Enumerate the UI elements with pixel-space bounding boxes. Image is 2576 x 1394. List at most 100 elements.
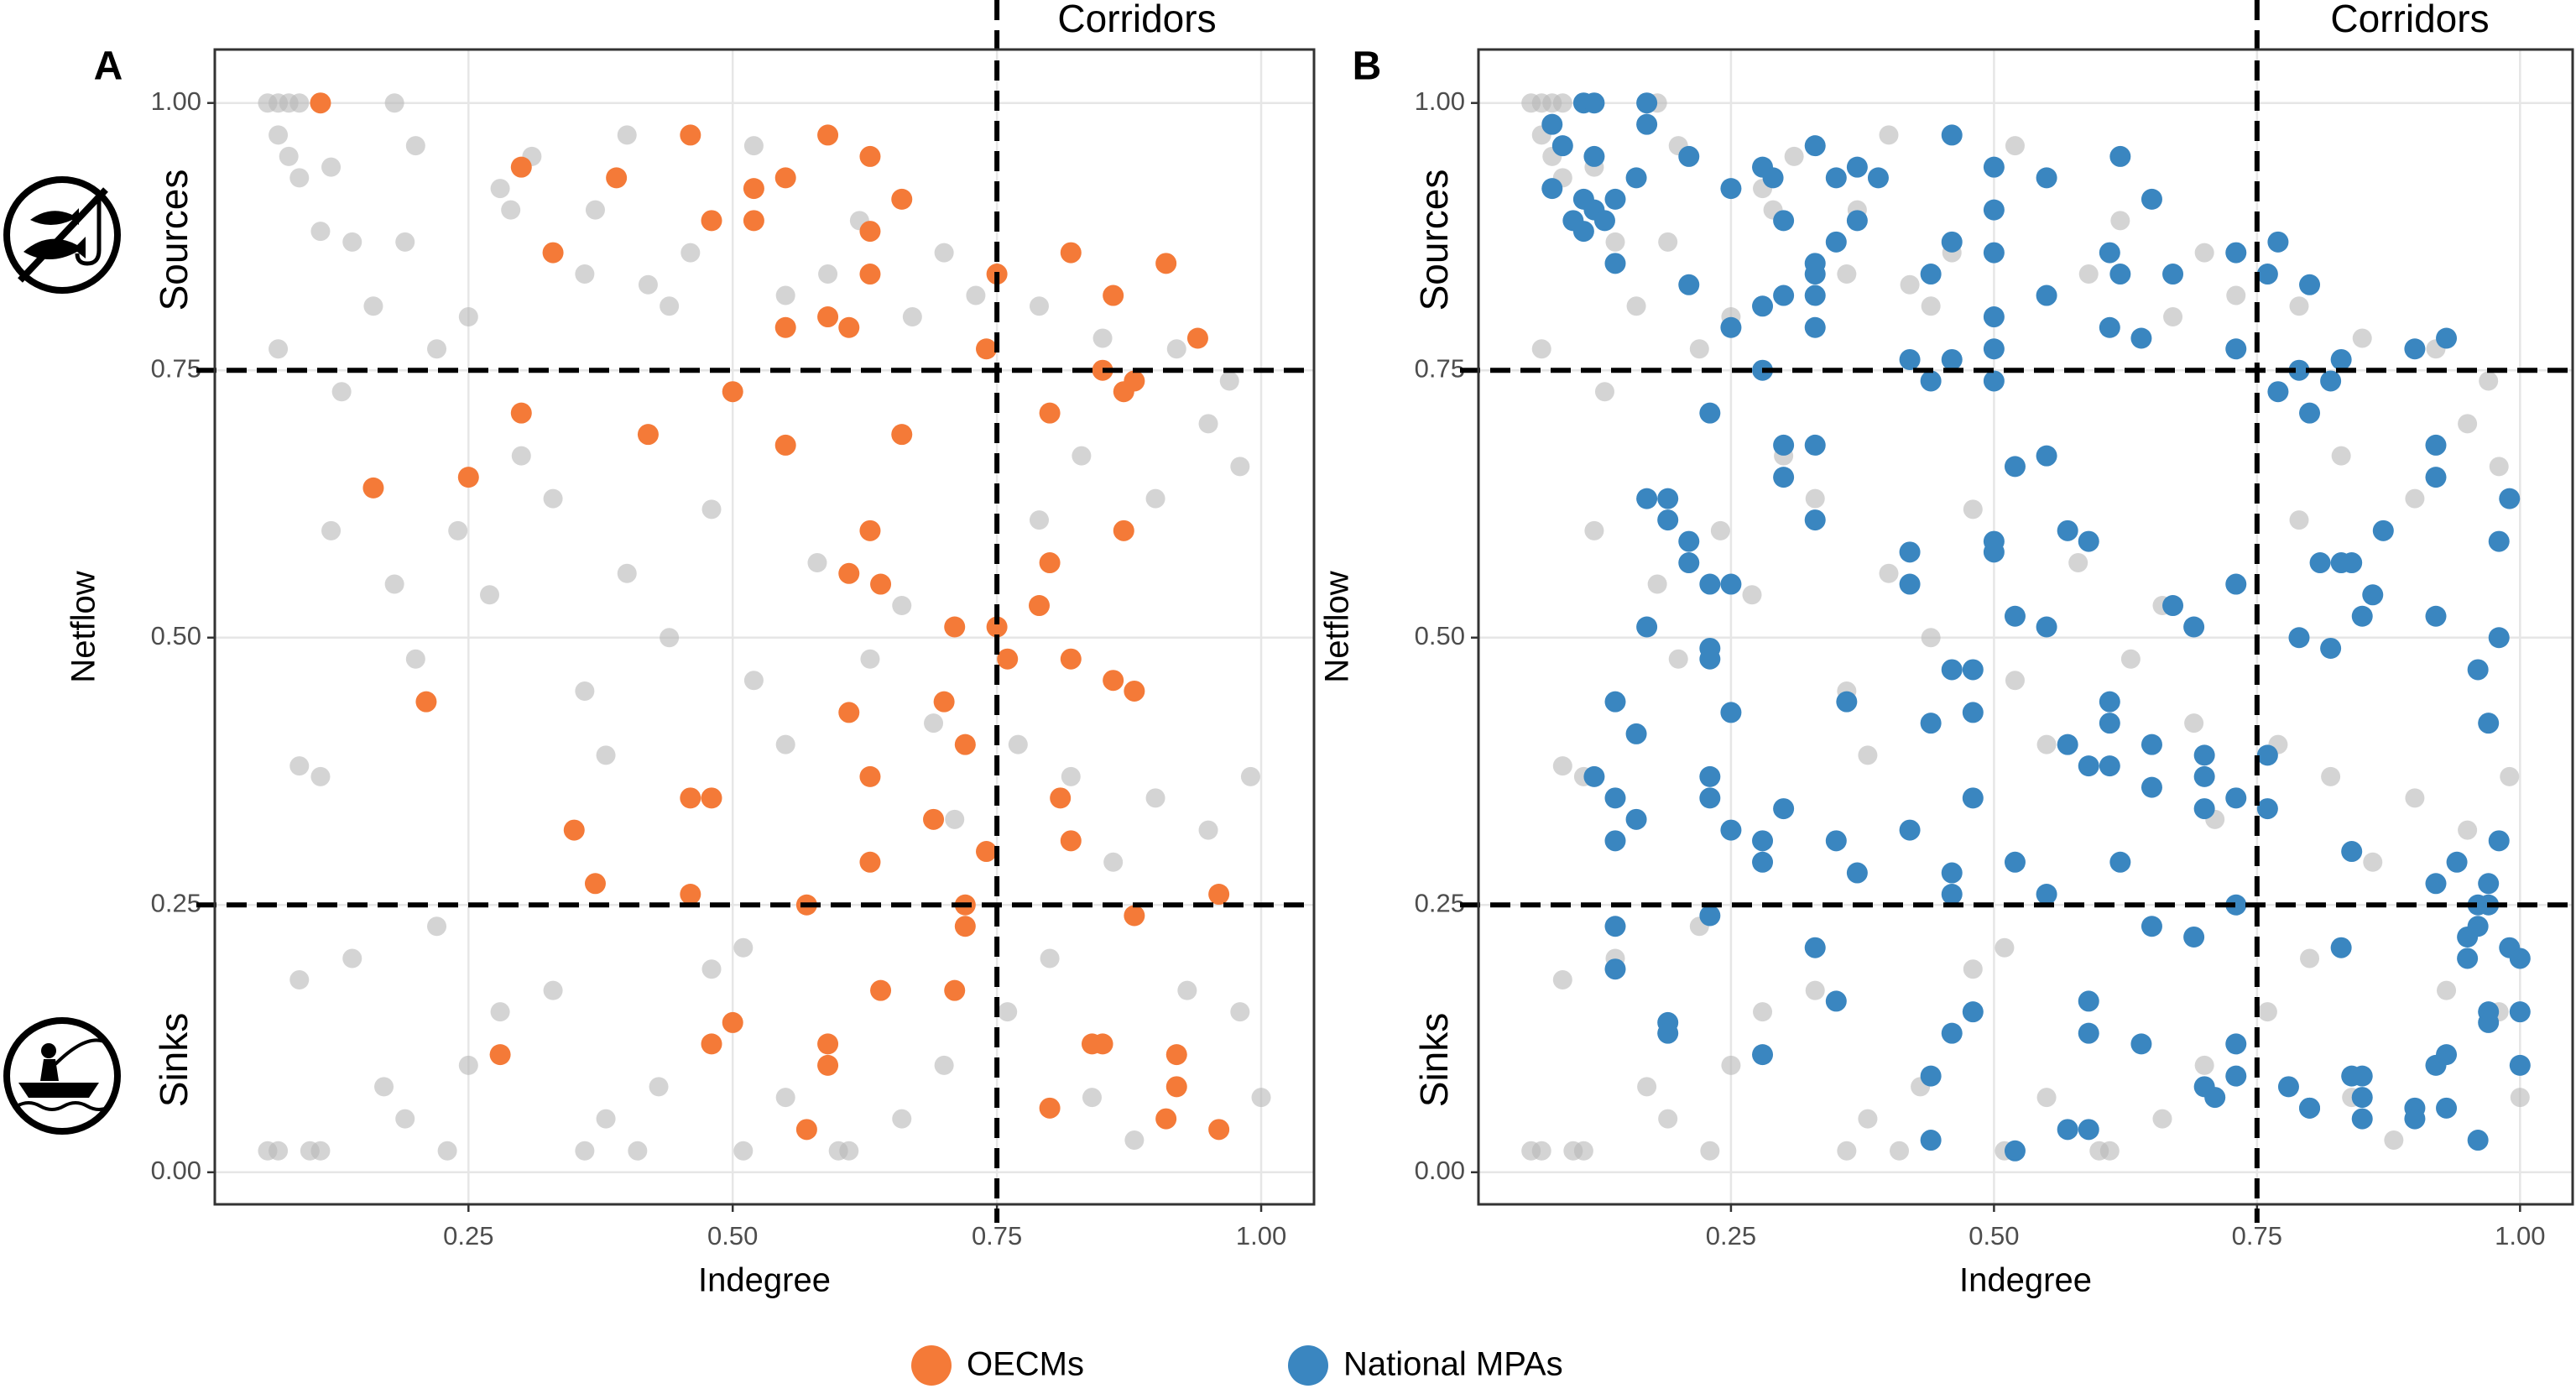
background-point	[2458, 820, 2478, 840]
point	[1625, 167, 1647, 189]
point	[722, 1011, 743, 1033]
point	[1060, 648, 1082, 670]
source-label: Sources	[1412, 170, 1456, 311]
background-point	[511, 446, 531, 466]
point	[2193, 765, 2215, 787]
point	[1752, 1044, 1774, 1066]
background-point	[2363, 852, 2383, 872]
no-fishing-icon	[3, 176, 121, 294]
point	[722, 381, 743, 403]
point	[2478, 713, 2500, 734]
background-point	[501, 200, 521, 220]
background-point	[1837, 1141, 1857, 1161]
point	[1804, 135, 1826, 157]
background-point	[733, 1141, 754, 1161]
point	[1752, 295, 1774, 317]
background-point	[701, 959, 722, 979]
background-point	[1900, 274, 1920, 295]
background-point	[405, 136, 425, 156]
point	[2425, 605, 2447, 627]
point	[1124, 370, 1145, 392]
point	[1720, 573, 1742, 595]
point	[891, 424, 913, 446]
point	[2036, 445, 2057, 467]
point	[1541, 178, 1563, 200]
point	[838, 702, 860, 723]
point	[1962, 1001, 1984, 1023]
point	[1941, 231, 1963, 253]
background-point	[1784, 146, 1804, 166]
background-point	[1166, 339, 1186, 359]
point	[2225, 338, 2247, 360]
point	[2078, 990, 2099, 1012]
background-point	[1092, 328, 1113, 348]
point	[2404, 1108, 2426, 1130]
background-point	[860, 649, 880, 669]
point	[2109, 145, 2131, 167]
point	[2057, 1119, 2078, 1141]
point	[1941, 124, 1963, 146]
background-point	[1742, 585, 1762, 605]
point	[933, 691, 955, 713]
point	[2425, 434, 2447, 456]
point	[2509, 1054, 2531, 1076]
point	[2288, 627, 2310, 649]
point	[310, 92, 331, 114]
background-point	[1710, 520, 1730, 540]
background-point	[374, 1077, 394, 1097]
background-point	[2510, 1088, 2530, 1108]
point	[1636, 113, 1658, 135]
background-point	[1531, 339, 1551, 359]
point	[2341, 841, 2363, 863]
point	[774, 316, 796, 338]
background-point	[1008, 734, 1028, 754]
background-point	[427, 916, 447, 937]
point	[1804, 285, 1826, 306]
point	[2225, 573, 2247, 595]
x-tick-label: 0.25	[1706, 1221, 1756, 1250]
point	[1983, 306, 2005, 328]
legend-label: National MPAs	[1343, 1346, 1563, 1383]
point	[859, 264, 881, 285]
y-tick-label: 0.50	[151, 621, 201, 650]
background-point	[892, 1109, 912, 1129]
point	[1804, 434, 1826, 456]
point	[1983, 242, 2005, 264]
point	[2299, 1097, 2321, 1119]
background-point	[321, 157, 342, 177]
point	[2099, 713, 2120, 734]
point	[1636, 92, 1658, 114]
background-point	[342, 232, 362, 252]
background-point	[427, 339, 447, 359]
x-tick-label: 0.50	[707, 1221, 758, 1250]
plot-background	[215, 50, 1314, 1204]
point	[1962, 787, 1984, 809]
background-point	[480, 585, 499, 605]
background-point	[1647, 574, 1667, 594]
point	[2277, 1076, 2299, 1098]
point	[2004, 456, 2026, 478]
background-point	[1700, 1141, 1720, 1161]
background-point	[575, 681, 595, 701]
point	[2446, 851, 2468, 873]
background-point	[269, 1141, 289, 1161]
point	[1124, 905, 1145, 927]
background-point	[701, 499, 722, 519]
point	[1583, 145, 1605, 167]
background-point	[1858, 1109, 1878, 1129]
point	[2193, 798, 2215, 820]
point	[1625, 808, 1647, 830]
point	[944, 616, 966, 638]
point	[1920, 264, 1942, 285]
background-point	[2226, 285, 2246, 305]
point	[2183, 616, 2205, 638]
point	[1867, 167, 1889, 189]
background-point	[1963, 499, 1983, 519]
point	[2488, 627, 2510, 649]
point	[2036, 616, 2057, 638]
point	[2099, 755, 2120, 777]
point	[1941, 862, 1963, 884]
point	[2078, 1119, 2099, 1141]
point	[1562, 210, 1584, 232]
background-point	[966, 285, 986, 305]
